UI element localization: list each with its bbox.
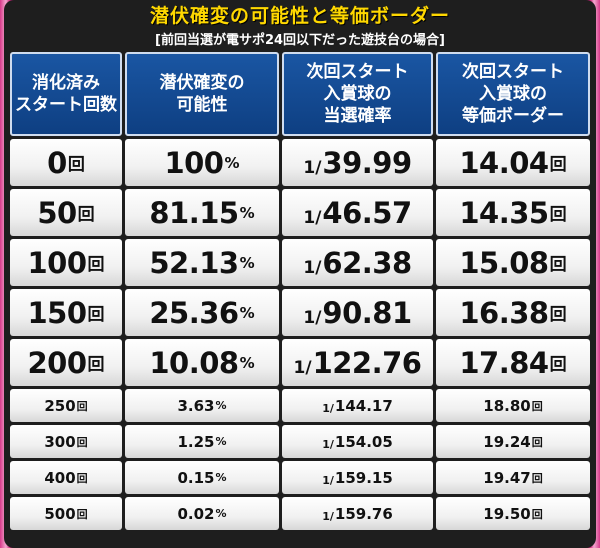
cell-latent-possibility: 10.08% xyxy=(125,339,279,386)
cell-start-count: 150 回 xyxy=(10,289,122,336)
cell-start-count: 400 回 xyxy=(10,461,122,494)
cell-next-probability: 1/144.17 xyxy=(282,389,433,422)
cell-start-count: 250 回 xyxy=(10,389,122,422)
cell-next-probability: 1/90.81 xyxy=(282,289,433,336)
cell-latent-possibility: 0.15% xyxy=(125,461,279,494)
cell-latent-possibility: 1.25% xyxy=(125,425,279,458)
cell-start-count: 100 回 xyxy=(10,239,122,286)
header-next-probability: 次回スタート 入賞球の 当選確率 xyxy=(282,52,433,136)
cell-equal-border: 19.50 回 xyxy=(436,497,590,530)
cell-next-probability: 1/154.05 xyxy=(282,425,433,458)
cell-next-probability: 1/159.15 xyxy=(282,461,433,494)
page-title: 潜伏確変の可能性と等価ボーダー xyxy=(149,5,450,27)
cell-next-probability: 1/62.38 xyxy=(282,239,433,286)
cell-equal-border: 14.35 回 xyxy=(436,189,590,236)
page-subtitle: [前回当選が電サポ24回以下だった遊技台の場合] xyxy=(155,33,445,48)
cell-equal-border: 18.80 回 xyxy=(436,389,590,422)
cell-next-probability: 1/46.57 xyxy=(282,189,433,236)
cell-equal-border: 19.47 回 xyxy=(436,461,590,494)
cell-next-probability: 1/122.76 xyxy=(282,339,433,386)
cell-start-count: 300 回 xyxy=(10,425,122,458)
cell-equal-border: 14.04 回 xyxy=(436,139,590,186)
cell-next-probability: 1/159.76 xyxy=(282,497,433,530)
cell-equal-border: 19.24 回 xyxy=(436,425,590,458)
cell-latent-possibility: 100% xyxy=(125,139,279,186)
cell-latent-possibility: 25.36% xyxy=(125,289,279,336)
cell-start-count: 200 回 xyxy=(10,339,122,386)
header-latent-possibility: 潜伏確変の 可能性 xyxy=(125,52,279,136)
cell-equal-border: 17.84 回 xyxy=(436,339,590,386)
cell-start-count: 50 回 xyxy=(10,189,122,236)
cell-latent-possibility: 52.13% xyxy=(125,239,279,286)
header-equal-border: 次回スタート 入賞球の 等価ボーダー xyxy=(436,52,590,136)
cell-next-probability: 1/39.99 xyxy=(282,139,433,186)
cell-latent-possibility: 0.02% xyxy=(125,497,279,530)
cell-equal-border: 16.38 回 xyxy=(436,289,590,336)
cell-latent-possibility: 3.63% xyxy=(125,389,279,422)
header-start-count: 消化済み スタート回数 xyxy=(10,52,122,136)
cell-latent-possibility: 81.15% xyxy=(125,189,279,236)
cell-start-count: 500 回 xyxy=(10,497,122,530)
cell-equal-border: 15.08 回 xyxy=(436,239,590,286)
